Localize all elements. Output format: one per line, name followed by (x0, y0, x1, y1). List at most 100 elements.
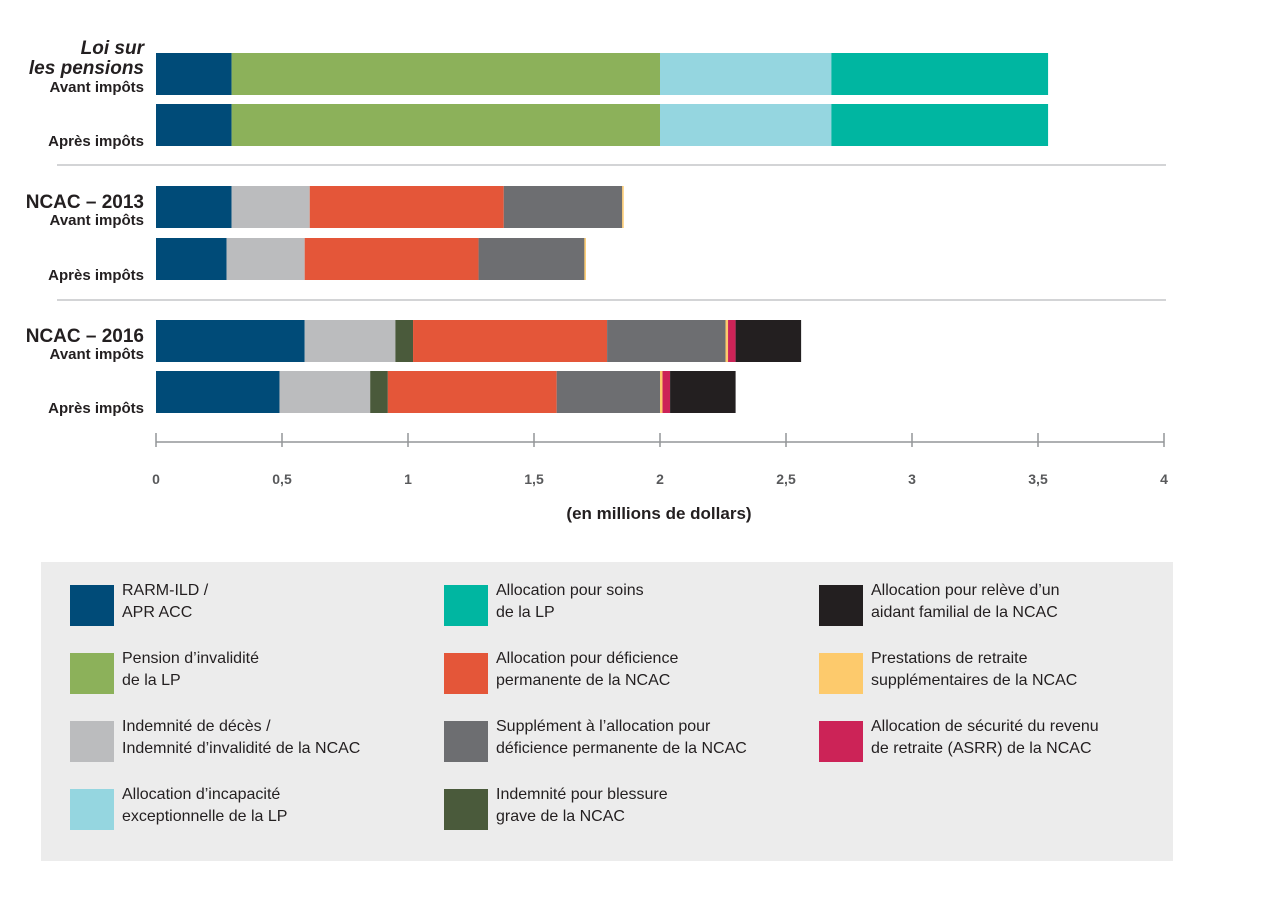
legend-label-line: Allocation de sécurité du revenu (871, 718, 1099, 735)
bar-segment (304, 320, 396, 362)
legend-label-line: Indemnité de décès / (122, 718, 271, 735)
legend-label-line: aidant familial de la NCAC (871, 604, 1058, 621)
legend: RARM-ILD / APR ACC Allocation pour soins de… (41, 562, 1173, 861)
legend-swatch (444, 585, 488, 626)
bar-segment (503, 186, 623, 228)
group-title: Loi sur (81, 38, 146, 59)
legend-label-line: Indemnité d’invalidité de la NCAC (122, 740, 361, 757)
bar-segment (304, 238, 479, 280)
legend-swatch (819, 653, 863, 694)
legend-label-line: exceptionnelle de la LP (122, 808, 288, 825)
legend-item: Allocation d’incapacité exceptionnelle de… (70, 786, 430, 849)
legend-swatch (444, 653, 488, 694)
bar-segment (226, 238, 305, 280)
group-title: NCAC – 2016 (26, 326, 144, 347)
group-title: les pensions (29, 58, 144, 79)
x-tick-label: 0,5 (272, 471, 292, 487)
legend-swatch (444, 721, 488, 762)
bar-segment (231, 104, 660, 146)
legend-swatch (70, 653, 114, 694)
legend-label-line: Allocation pour relève d’un (871, 582, 1060, 599)
bar-segment (660, 104, 832, 146)
legend-item: Prestations de retraite supplémentaires d… (819, 650, 1179, 713)
bar-segment (156, 53, 232, 95)
legend-label-line: Indemnité pour blessure (496, 786, 668, 803)
x-tick-label: 3,5 (1028, 471, 1048, 487)
bar-segment (413, 320, 608, 362)
legend-label: Pension d’invalidité de la LP (122, 648, 259, 692)
bar-segment (156, 238, 227, 280)
bar-segment (660, 371, 663, 413)
legend-label: Allocation de sécurité du revenu de retra… (871, 716, 1099, 760)
legend-swatch (819, 721, 863, 762)
bar-segment (156, 104, 232, 146)
legend-swatch (444, 789, 488, 830)
bar-segment (725, 320, 729, 362)
legend-label: Allocation pour déficience permanente de … (496, 648, 678, 692)
legend-item: Allocation pour soins de la LP (444, 582, 804, 645)
legend-label: Indemnité pour blessure grave de la NCAC (496, 784, 668, 828)
legend-label-line: Allocation d’incapacité (122, 786, 281, 803)
legend-label-line: Allocation pour déficience (496, 650, 679, 667)
x-tick-label: 1,5 (524, 471, 544, 487)
row-label: Après impôts (48, 267, 144, 284)
legend-item: Pension d’invalidité de la LP (70, 650, 430, 713)
bar-segment (478, 238, 585, 280)
legend-label: RARM-ILD / APR ACC (122, 580, 208, 624)
bar-segment (309, 186, 504, 228)
bar-segment (735, 320, 802, 362)
legend-label-line: déficience permanente de la NCAC (496, 740, 747, 757)
legend-label: Allocation pour relève d’un aidant famili… (871, 580, 1060, 624)
legend-label-line: de la LP (496, 604, 555, 621)
bar-segment (607, 320, 726, 362)
bar-segment (156, 186, 232, 228)
legend-swatch (70, 789, 114, 830)
legend-label-line: Supplément à l’allocation pour (496, 718, 711, 735)
legend-item: Allocation pour déficience permanente de … (444, 650, 804, 713)
bar-segment (831, 53, 1049, 95)
row-label: Avant impôts (50, 79, 144, 96)
legend-label: Indemnité de décès / Indemnité d’invalidi… (122, 716, 360, 760)
x-tick-label: 4 (1160, 471, 1168, 487)
legend-item: Supplément à l’allocation pour déficience… (444, 718, 804, 781)
bar-segment (156, 320, 305, 362)
bar-segment (584, 238, 586, 280)
legend-item: Allocation de sécurité du revenu de retra… (819, 718, 1179, 781)
row-label: Après impôts (48, 133, 144, 150)
row-label: Après impôts (48, 400, 144, 417)
row-label: Avant impôts (50, 212, 144, 229)
bar-segment (660, 53, 832, 95)
x-axis-label: (en millions de dollars) (566, 504, 751, 523)
legend-label-line: supplémentaires de la NCAC (871, 672, 1078, 689)
bar-segment (622, 186, 624, 228)
bar-segment (370, 371, 388, 413)
legend-label-line: de retraite (ASRR) de la NCAC (871, 740, 1092, 757)
legend-item: RARM-ILD / APR ACC (70, 582, 430, 645)
legend-label-line: RARM-ILD / (122, 582, 209, 599)
legend-label: Allocation pour soins de la LP (496, 580, 644, 624)
legend-swatch (819, 585, 863, 626)
bar-segment (662, 371, 671, 413)
legend-label: Supplément à l’allocation pour déficience… (496, 716, 747, 760)
legend-label-line: Pension d’invalidité (122, 650, 259, 667)
bar-segment (395, 320, 414, 362)
bar-segment (728, 320, 736, 362)
legend-label: Prestations de retraite supplémentaires d… (871, 648, 1077, 692)
x-tick-label: 3 (908, 471, 916, 487)
legend-label-line: Prestations de retraite (871, 650, 1028, 667)
x-tick-label: 2 (656, 471, 664, 487)
legend-label-line: grave de la NCAC (496, 808, 625, 825)
bar-segment (831, 104, 1049, 146)
legend-label: Allocation d’incapacité exceptionnelle de… (122, 784, 287, 828)
legend-label-line: APR ACC (122, 604, 193, 621)
row-label: Avant impôts (50, 346, 144, 363)
x-tick-label: 1 (404, 471, 412, 487)
bar-segment (670, 371, 736, 413)
bar-segment (279, 371, 371, 413)
legend-label-line: de la LP (122, 672, 181, 689)
bar-segment (231, 186, 310, 228)
legend-label-line: permanente de la NCAC (496, 672, 671, 689)
x-tick-label: 2,5 (776, 471, 796, 487)
bar-segment (156, 371, 280, 413)
legend-item: Allocation pour relève d’un aidant famili… (819, 582, 1179, 645)
